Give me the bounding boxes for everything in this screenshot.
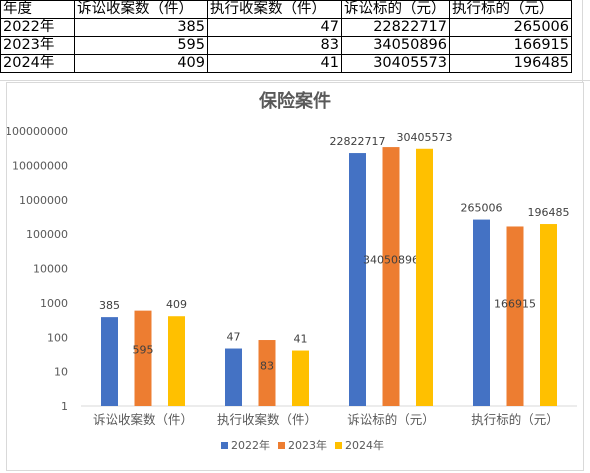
legend-swatch bbox=[278, 442, 285, 449]
table-header-cell[interactable]: 诉讼标的（元） bbox=[341, 0, 450, 19]
table-row: 2022年 385 47 22822717 265006 bbox=[0, 18, 572, 37]
x-category-label: 执行标的（元） bbox=[471, 412, 559, 427]
bar bbox=[506, 226, 524, 406]
legend-label: 2024年 bbox=[345, 438, 384, 452]
table-cell[interactable]: 30405573 bbox=[341, 54, 450, 73]
data-table: 年度 诉讼收案数（件） 执行收案数（件） 诉讼标的（元） 执行标的（元） 202… bbox=[0, 0, 572, 73]
legend-label: 2023年 bbox=[288, 438, 327, 452]
x-category-label: 执行收案数（件） bbox=[217, 412, 317, 427]
data-label: 47 bbox=[227, 331, 241, 344]
table-header-cell[interactable]: 执行标的（元） bbox=[449, 0, 572, 19]
y-tick-label: 10000000 bbox=[12, 159, 68, 172]
data-label: 34050896 bbox=[363, 254, 419, 267]
table-row: 2024年 409 41 30405573 196485 bbox=[0, 54, 572, 73]
table-cell[interactable]: 34050896 bbox=[341, 36, 450, 55]
table-header-cell[interactable]: 年度 bbox=[0, 0, 75, 19]
bar bbox=[168, 316, 185, 406]
bar bbox=[258, 340, 276, 406]
legend-swatch bbox=[221, 442, 228, 449]
data-label: 385 bbox=[99, 299, 120, 312]
table-header-row: 年度 诉讼收案数（件） 执行收案数（件） 诉讼标的（元） 执行标的（元） bbox=[0, 0, 572, 19]
table-header-cell[interactable]: 诉讼收案数（件） bbox=[74, 0, 208, 19]
data-label: 196485 bbox=[528, 206, 570, 219]
chart-container[interactable]: 保险案件 1 10 100 1000 10000 100000 1000000 10000000… bbox=[6, 82, 584, 471]
chart-title: 保险案件 bbox=[258, 90, 331, 112]
data-label: 41 bbox=[294, 333, 308, 346]
table-cell[interactable]: 22822717 bbox=[341, 18, 450, 37]
bar bbox=[349, 153, 366, 406]
data-label: 22822717 bbox=[330, 135, 386, 148]
data-label: 409 bbox=[166, 298, 187, 311]
table-cell[interactable]: 41 bbox=[207, 54, 342, 73]
bar bbox=[540, 224, 557, 406]
y-tick-label: 1 bbox=[61, 400, 68, 413]
bar bbox=[292, 350, 309, 406]
legend-swatch bbox=[335, 442, 342, 449]
x-category-label: 诉讼标的（元） bbox=[347, 412, 435, 427]
legend-label: 2022年 bbox=[231, 438, 270, 452]
y-tick-label: 10 bbox=[54, 366, 68, 379]
table-cell[interactable]: 2023年 bbox=[0, 36, 75, 55]
y-tick-label: 100000 bbox=[26, 228, 68, 241]
bar bbox=[382, 147, 400, 407]
table-cell[interactable]: 385 bbox=[74, 18, 208, 37]
bar bbox=[473, 219, 490, 406]
grid-divider bbox=[582, 0, 583, 82]
table-row: 2023年 595 83 34050896 166915 bbox=[0, 36, 572, 55]
spreadsheet-area: 年度 诉讼收案数（件） 执行收案数（件） 诉讼标的（元） 执行标的（元） 202… bbox=[0, 0, 590, 82]
table-cell[interactable]: 2024年 bbox=[0, 54, 75, 73]
table-cell[interactable]: 2022年 bbox=[0, 18, 75, 37]
data-label: 30405573 bbox=[397, 131, 453, 144]
bar bbox=[101, 317, 118, 406]
table-cell[interactable]: 595 bbox=[74, 36, 208, 55]
grid-divider bbox=[0, 80, 590, 81]
bar bbox=[134, 310, 152, 406]
data-label: 166915 bbox=[494, 297, 536, 310]
table-cell[interactable]: 47 bbox=[207, 18, 342, 37]
table-cell[interactable]: 409 bbox=[74, 54, 208, 73]
y-tick-label: 100 bbox=[47, 331, 68, 344]
data-label: 265006 bbox=[461, 202, 503, 215]
chart-svg: 保险案件 1 10 100 1000 10000 100000 1000000 10000000… bbox=[7, 90, 577, 452]
y-tick-label: 1000 bbox=[40, 297, 68, 310]
y-tick-label: 100000000 bbox=[7, 125, 68, 138]
y-tick-label: 10000 bbox=[33, 263, 68, 276]
table-cell[interactable]: 166915 bbox=[449, 36, 572, 55]
table-cell[interactable]: 265006 bbox=[449, 18, 572, 37]
x-category-label: 诉讼收案数（件） bbox=[93, 412, 193, 427]
data-label: 595 bbox=[133, 344, 154, 357]
bar bbox=[416, 148, 433, 406]
data-label: 83 bbox=[260, 360, 274, 373]
y-tick-label: 1000000 bbox=[19, 194, 68, 207]
table-cell[interactable]: 83 bbox=[207, 36, 342, 55]
table-cell[interactable]: 196485 bbox=[449, 54, 572, 73]
bar bbox=[225, 348, 242, 406]
table-header-cell[interactable]: 执行收案数（件） bbox=[207, 0, 342, 19]
